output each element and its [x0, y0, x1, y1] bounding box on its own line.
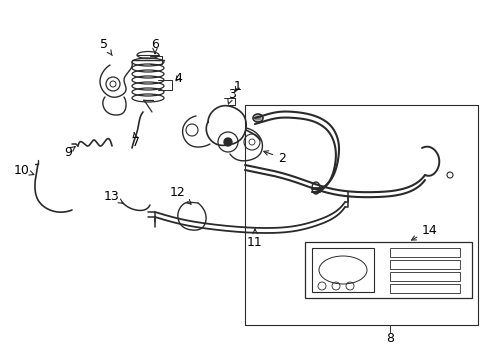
Bar: [305, 242, 471, 298]
Bar: [389, 260, 459, 269]
Text: 13: 13: [104, 189, 123, 203]
Ellipse shape: [254, 116, 261, 120]
Text: 2: 2: [263, 151, 285, 165]
Bar: [389, 284, 459, 293]
Bar: [389, 248, 459, 257]
Bar: [389, 272, 459, 281]
Text: 9: 9: [64, 145, 75, 158]
Text: 8: 8: [385, 332, 393, 345]
Text: 5: 5: [100, 37, 112, 55]
Bar: [311, 248, 373, 292]
Text: 14: 14: [411, 224, 437, 240]
Text: 11: 11: [246, 229, 263, 248]
Text: 6: 6: [151, 37, 159, 53]
Text: 7: 7: [132, 132, 140, 149]
Text: 3: 3: [227, 87, 235, 104]
Text: 1: 1: [234, 80, 242, 93]
Text: 10: 10: [14, 163, 34, 176]
Text: 4: 4: [174, 72, 182, 85]
Text: 12: 12: [170, 185, 191, 204]
Circle shape: [224, 138, 231, 146]
